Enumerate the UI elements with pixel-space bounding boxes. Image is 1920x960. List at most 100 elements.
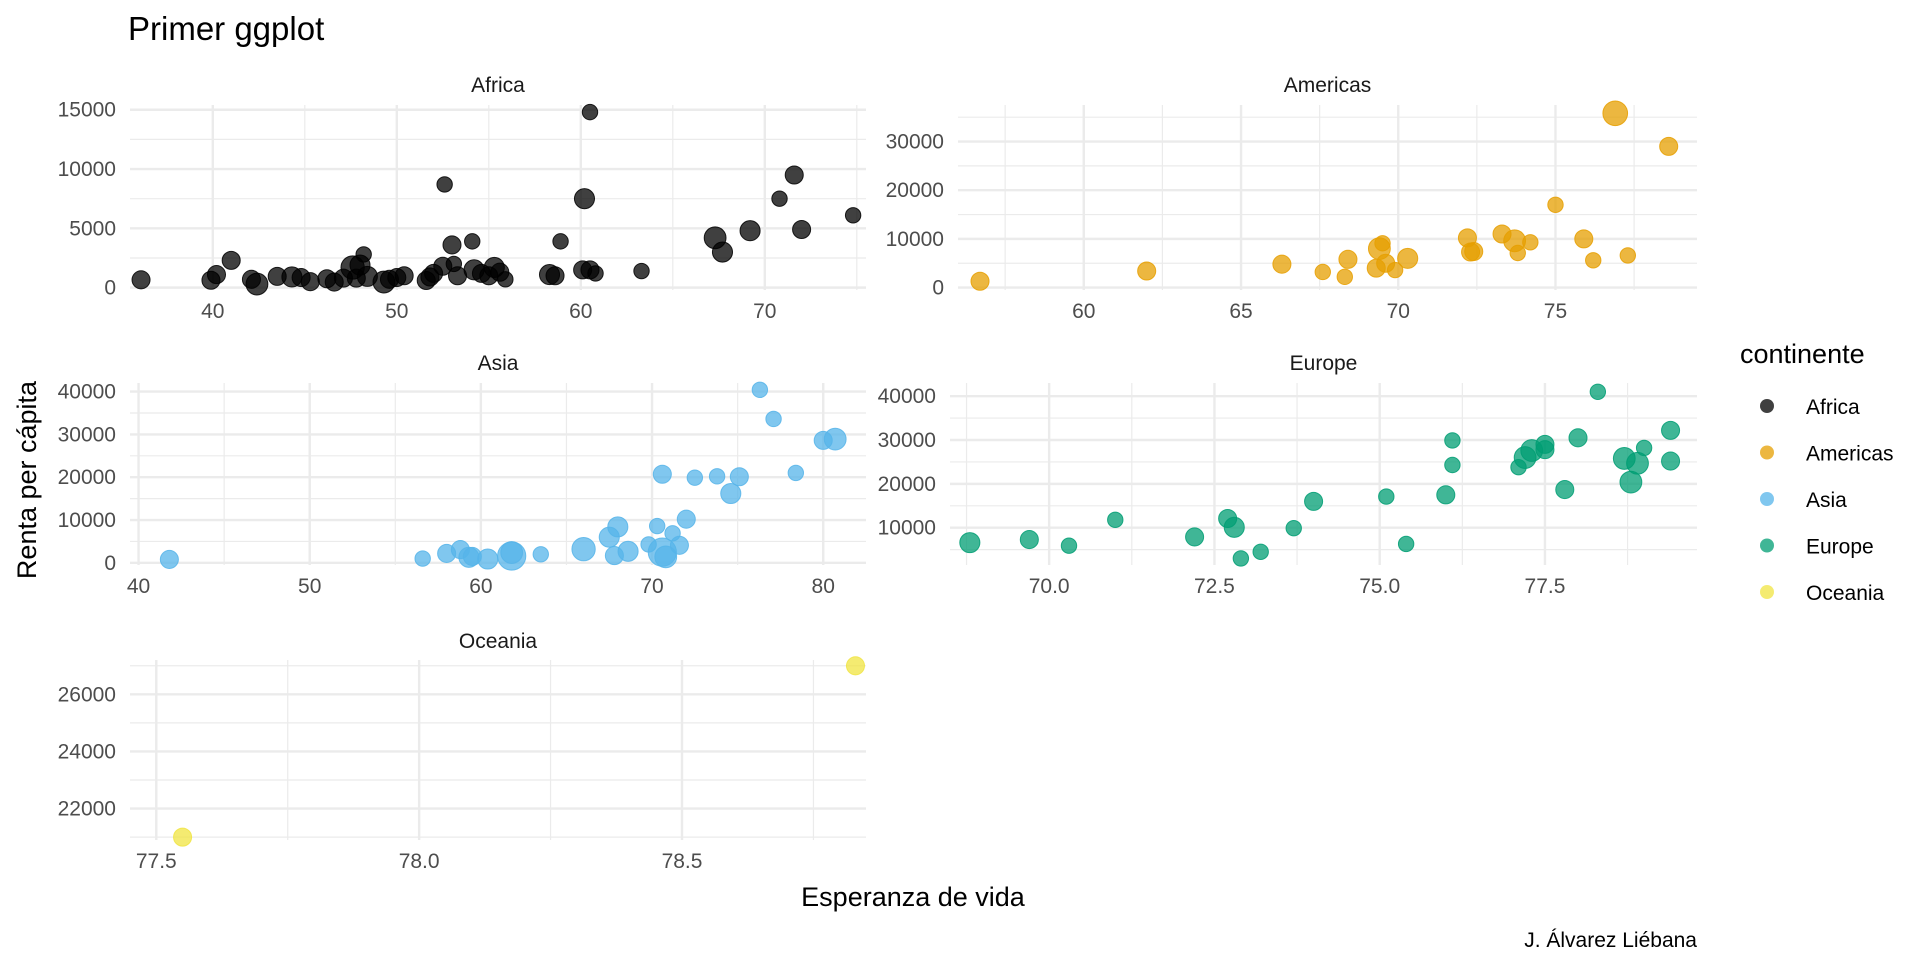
data-point: [552, 233, 569, 250]
data-point: [581, 103, 599, 121]
data-point: [464, 233, 481, 250]
y-tick-label: 30000: [886, 131, 944, 154]
data-point: [720, 482, 742, 505]
x-tick-label: 75: [1544, 300, 1567, 323]
data-point: [1137, 261, 1157, 281]
data-point: [573, 188, 596, 210]
data-point: [1272, 254, 1292, 274]
x-tick-label: 60: [1072, 300, 1095, 323]
y-tick-label: 10000: [58, 509, 116, 532]
x-tick-label: 70.0: [1029, 575, 1070, 598]
data-point: [1444, 432, 1461, 449]
data-point: [1185, 527, 1205, 547]
data-point: [131, 270, 151, 290]
panel-africa: 40 50 60 70 0 5000 10000 15000 Africa: [58, 74, 866, 323]
data-point: [1661, 420, 1681, 440]
data-point: [159, 549, 179, 569]
x-tick-label: 65: [1229, 300, 1252, 323]
data-point: [1107, 511, 1124, 529]
data-point: [571, 536, 596, 562]
data-point: [823, 427, 847, 451]
data-point: [1444, 456, 1461, 474]
x-tick-label: 78.0: [399, 850, 440, 873]
y-tick-label: 20000: [58, 466, 116, 489]
x-tick-label: 40: [127, 575, 150, 598]
panel-oceania: 77.5 78.0 78.5 22000 24000 26000 Oceania: [58, 630, 866, 873]
y-tick-label: 0: [104, 552, 116, 575]
data-point: [1661, 451, 1681, 471]
data-point: [1386, 261, 1404, 279]
data-point: [1555, 480, 1575, 500]
data-point: [1019, 530, 1039, 550]
legend-title: continente: [1740, 339, 1865, 369]
data-point: [669, 535, 689, 555]
data-point: [652, 464, 672, 484]
facet-panels: 40 50 60 70 0 5000 10000 15000 Africa 60 65 70 75 0 10…: [58, 74, 1697, 873]
data-point: [1574, 229, 1594, 249]
legend-label-oceania: Oceania: [1806, 582, 1885, 605]
data-point: [1338, 249, 1358, 269]
data-point: [1589, 383, 1607, 400]
x-tick-label: 77.5: [1525, 575, 1566, 598]
legend-key-asia: [1760, 492, 1774, 506]
facet-strip-label: Americas: [1284, 74, 1372, 97]
data-point: [765, 410, 782, 428]
x-tick-label: 70: [1387, 300, 1410, 323]
y-axis-title: Renta per cápita: [12, 380, 42, 579]
y-tick-label: 20000: [878, 473, 936, 496]
data-point: [1659, 136, 1679, 156]
data-point: [1397, 247, 1419, 269]
data-point: [587, 265, 604, 282]
data-point: [1314, 263, 1331, 281]
legend-label-americas: Americas: [1806, 443, 1894, 466]
data-point: [844, 207, 862, 224]
data-point: [648, 517, 666, 535]
data-point: [771, 190, 788, 207]
data-point: [394, 266, 414, 286]
data-point: [1304, 491, 1324, 511]
y-tick-label: 40000: [878, 385, 936, 408]
data-point: [1619, 247, 1637, 264]
legend-key-africa: [1760, 399, 1774, 413]
legend-key-americas: [1760, 445, 1774, 460]
data-point: [436, 176, 453, 193]
data-point: [1436, 485, 1456, 505]
y-tick-label: 0: [932, 277, 944, 300]
x-axis-title: Esperanza de vida: [801, 882, 1026, 912]
data-point: [442, 235, 462, 255]
legend-label-africa: Africa: [1806, 396, 1860, 419]
panel-asia: 40 50 60 70 80 0 10000 20000 30000 40000 Asia: [58, 352, 866, 598]
data-point: [676, 509, 696, 529]
x-tick-label: 60: [469, 575, 492, 598]
x-tick-label: 50: [298, 575, 321, 598]
data-point: [1635, 439, 1653, 457]
data-point: [1374, 235, 1391, 252]
data-point: [245, 272, 269, 296]
data-point: [355, 246, 372, 263]
x-tick-label: 72.5: [1194, 575, 1235, 598]
y-tick-label: 5000: [69, 217, 116, 240]
data-point: [708, 468, 726, 485]
legend-key-europe: [1760, 538, 1774, 553]
y-tick-label: 24000: [58, 740, 116, 763]
x-tick-label: 77.5: [136, 850, 177, 873]
y-tick-label: 26000: [58, 683, 116, 706]
data-point: [414, 550, 431, 567]
data-point: [1378, 488, 1395, 505]
data-point: [1252, 543, 1269, 561]
data-point: [1602, 100, 1629, 127]
caption: J. Álvarez Liébana: [1524, 929, 1697, 952]
legend-label-asia: Asia: [1806, 489, 1847, 512]
y-tick-label: 20000: [886, 179, 944, 202]
data-point: [617, 540, 639, 562]
legend-key-oceania: [1760, 585, 1774, 599]
data-point: [1547, 196, 1564, 214]
data-point: [1336, 268, 1353, 286]
data-point: [686, 469, 704, 486]
y-tick-label: 30000: [878, 429, 936, 452]
data-point: [729, 467, 749, 487]
data-point: [787, 464, 805, 482]
data-point: [1285, 519, 1302, 537]
x-tick-label: 78.5: [662, 850, 703, 873]
y-tick-label: 10000: [886, 228, 944, 251]
